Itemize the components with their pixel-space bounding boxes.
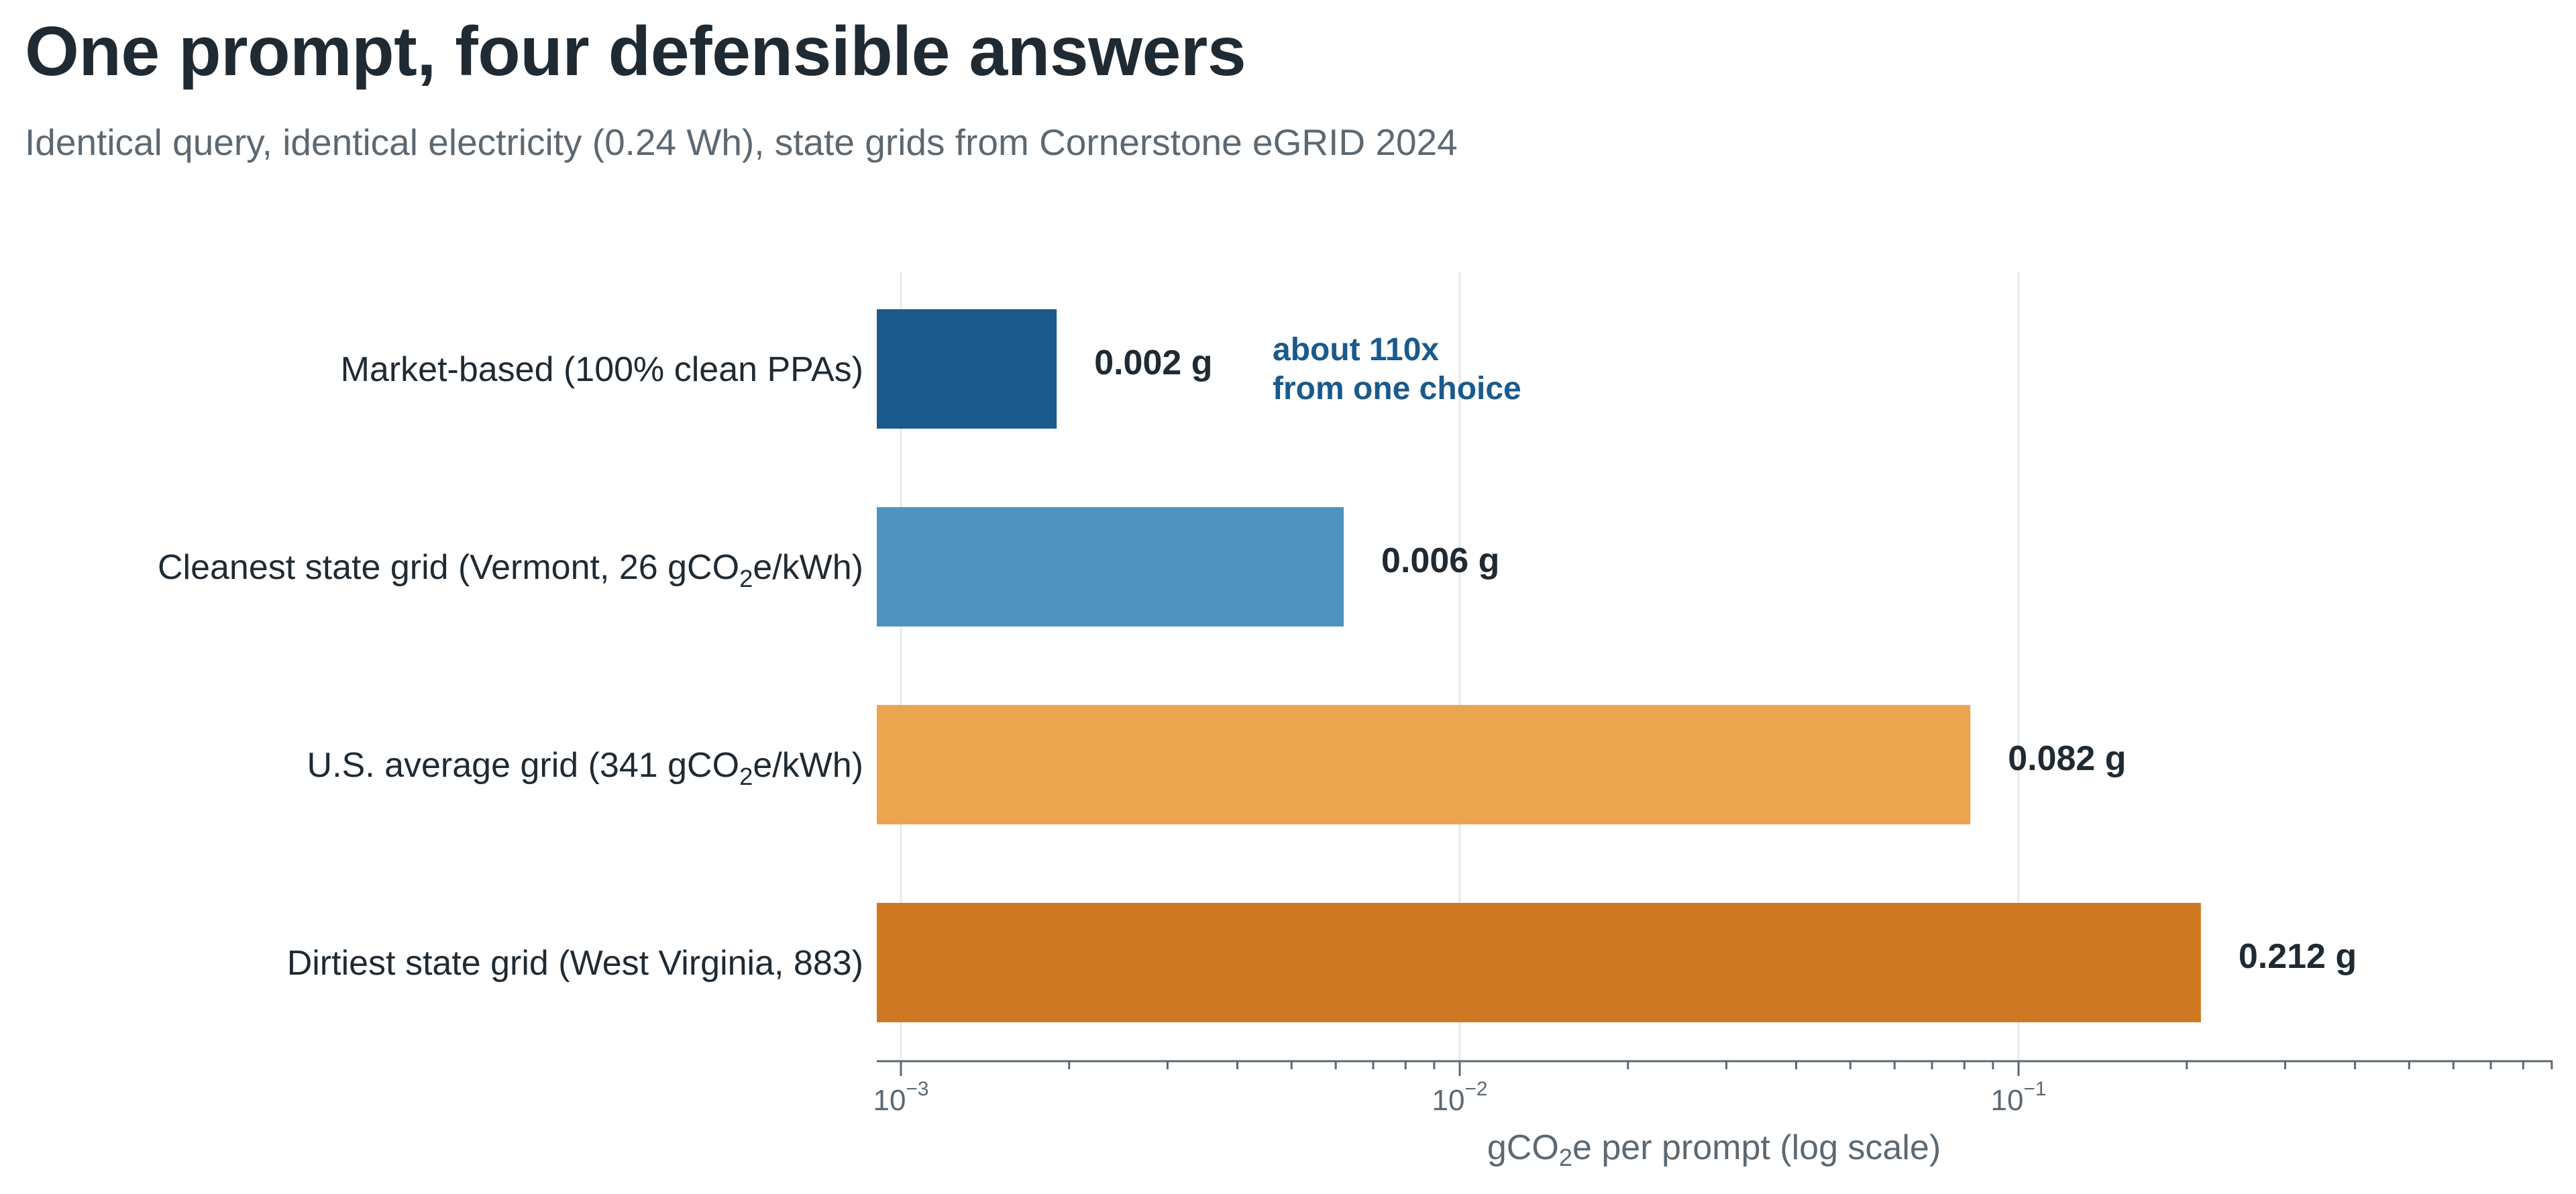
category-label: U.S. average grid (341 gCO2e/kWh) [307,746,863,790]
chart-title: One prompt, four defensible answers [25,13,1246,91]
category-label: Cleanest state grid (Vermont, 26 gCO2e/k… [158,548,863,592]
annotation: about 110x from one choice [1273,332,1521,406]
category-label: Dirtiest state grid (West Virginia, 883) [287,944,863,983]
bars: Market-based (100% clean PPAs) 0.002 g Cle… [158,309,2357,1022]
chart-subtitle: Identical query, identical electricity (… [25,121,1458,163]
tick-label: 10−2 [1432,1078,1487,1117]
bar [877,705,1971,824]
x-axis: 10−3 10−2 10−1 [873,1060,2553,1117]
bar [877,507,1344,627]
bar [877,903,2201,1022]
value-label: 0.002 g [1094,343,1212,382]
tick-label: 10−1 [1990,1078,2046,1117]
annotation-text: about 110x from one choice [1273,332,1521,406]
value-label: 0.082 g [2008,739,2126,778]
x-axis-label: gCO2e per prompt (log scale) [1487,1128,1941,1171]
category-label: Market-based (100% clean PPAs) [341,350,863,389]
value-label: 0.006 g [1381,541,1499,580]
bar [877,309,1057,429]
value-label: 0.212 g [2239,937,2357,976]
tick-label: 10−3 [873,1078,928,1117]
